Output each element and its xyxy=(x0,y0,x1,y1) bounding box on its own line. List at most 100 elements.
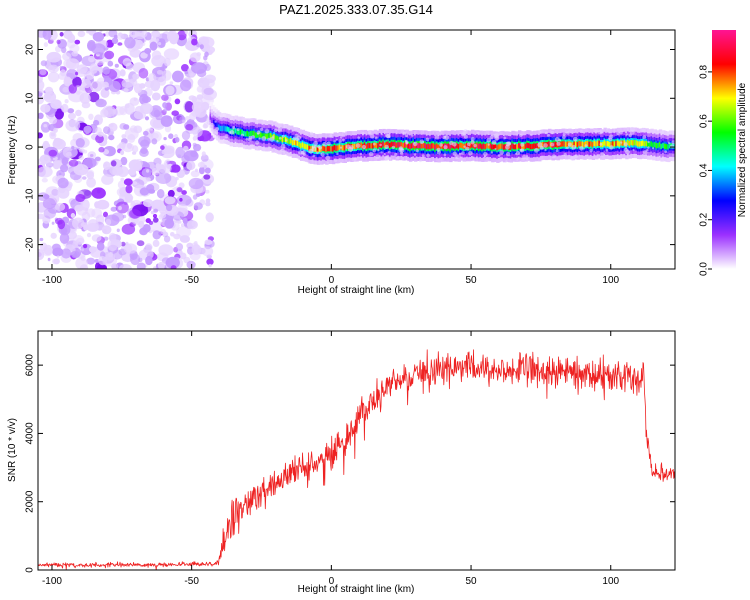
noise-blob xyxy=(71,145,75,150)
diffuse-dot xyxy=(465,146,470,151)
noise-blob xyxy=(178,182,185,189)
diffuse-dot xyxy=(443,145,448,150)
diffuse-dot xyxy=(374,136,378,140)
noise-blob xyxy=(158,244,174,256)
diffuse-dot xyxy=(243,120,247,124)
diffuse-dot xyxy=(468,151,473,156)
noise-blob xyxy=(196,69,207,78)
noise-blob xyxy=(175,146,186,159)
diffuse-dot xyxy=(236,128,240,131)
noise-blob xyxy=(174,98,181,105)
diffuse-dot xyxy=(594,129,598,134)
noise-blob xyxy=(63,76,72,87)
noise-blob xyxy=(182,217,188,224)
noise-blob xyxy=(170,232,175,237)
diffuse-dot xyxy=(361,132,365,135)
noise-blob xyxy=(53,127,58,133)
noise-blob xyxy=(88,246,97,253)
diffuse-dot xyxy=(563,153,567,157)
colorbar-ticks: 0.0 0.2 0.4 0.6 0.8 xyxy=(699,64,712,276)
diffuse-dot xyxy=(326,161,329,164)
noise-blob xyxy=(198,36,210,47)
diffuse-dot xyxy=(273,128,278,133)
diffuse-dot xyxy=(546,133,550,137)
noise-blob xyxy=(157,76,167,86)
x-tick-label: 0 xyxy=(329,275,335,286)
diffuse-dot xyxy=(487,143,490,146)
noise-blob xyxy=(86,208,96,218)
diffuse-dot xyxy=(543,143,548,148)
noise-blob xyxy=(54,202,66,212)
diffuse-dot xyxy=(326,141,331,146)
noise-blob xyxy=(185,116,191,121)
noise-blob xyxy=(118,168,123,173)
ridge-cell xyxy=(222,125,227,131)
noise-blob xyxy=(47,71,60,83)
noise-blob xyxy=(65,58,80,70)
noise-blob xyxy=(101,174,114,185)
diffuse-dot xyxy=(642,135,647,140)
noise-blob xyxy=(109,164,123,176)
noise-blob xyxy=(123,88,129,93)
noise-blob xyxy=(92,32,105,42)
noise-blob xyxy=(204,51,209,58)
noise-blob xyxy=(66,68,78,80)
noise-blob xyxy=(162,102,168,109)
noise-blob xyxy=(120,191,126,196)
diffuse-dot xyxy=(215,127,220,131)
diffuse-dot xyxy=(580,129,583,133)
diffuse-dot xyxy=(312,154,316,158)
noise-blob xyxy=(188,177,204,190)
diffuse-dot xyxy=(370,134,375,139)
noise-blob xyxy=(124,128,139,140)
noise-blob xyxy=(182,119,186,124)
diffuse-dot xyxy=(295,137,300,141)
noise-blob xyxy=(57,177,69,189)
noise-blob xyxy=(164,218,175,229)
noise-blob xyxy=(138,257,143,263)
noise-blob xyxy=(139,187,150,196)
noise-blob xyxy=(47,257,51,262)
diffuse-dot xyxy=(379,143,382,147)
noise-blob xyxy=(50,232,57,239)
diffuse-dot xyxy=(473,143,477,148)
noise-blob xyxy=(170,164,181,173)
noise-blob xyxy=(72,217,85,230)
diffuse-dot xyxy=(566,131,570,135)
noise-blob xyxy=(95,98,107,108)
diffuse-dot xyxy=(443,153,447,157)
noise-blob xyxy=(123,243,138,254)
diffuse-dot xyxy=(402,131,407,136)
diffuse-dot xyxy=(600,152,605,157)
noise-blob xyxy=(80,255,86,262)
noise-blob xyxy=(62,86,69,93)
noise-blob xyxy=(149,41,158,51)
noise-blob xyxy=(91,234,102,242)
noise-blob xyxy=(138,136,151,147)
diffuse-dot xyxy=(436,150,441,155)
noise-blob xyxy=(57,219,66,230)
diffuse-dot xyxy=(652,147,655,150)
diffuse-dot xyxy=(261,147,266,152)
noise-blob xyxy=(75,109,82,117)
diffuse-dot xyxy=(486,137,492,143)
noise-blob xyxy=(62,52,72,61)
diffuse-dot xyxy=(224,134,229,139)
diffuse-dot xyxy=(396,156,400,160)
noise-blob xyxy=(98,255,107,266)
ridge-cell xyxy=(308,145,312,151)
diffuse-dot xyxy=(515,151,521,156)
diffuse-dot xyxy=(463,129,468,134)
ridge-cell xyxy=(336,145,341,151)
noise-blob xyxy=(176,226,192,238)
ridge-cell xyxy=(303,143,307,149)
diffuse-dot xyxy=(623,142,628,147)
noise-blob xyxy=(133,163,143,172)
ridge-cell xyxy=(274,135,279,141)
diffuse-dot xyxy=(260,127,264,131)
noise-blob xyxy=(180,79,192,92)
noise-blob xyxy=(208,263,212,268)
noise-blob xyxy=(91,43,106,55)
noise-blob xyxy=(75,91,81,95)
noise-blob xyxy=(96,242,105,251)
